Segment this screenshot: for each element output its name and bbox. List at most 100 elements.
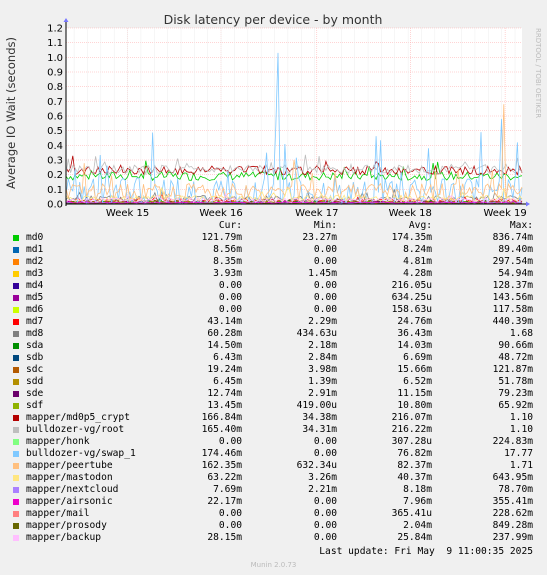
legend-min: 0.00 bbox=[313, 256, 337, 267]
legend-name: mapper/honk bbox=[26, 436, 90, 447]
legend-cur: 8.35m bbox=[213, 256, 242, 267]
legend-name: md5 bbox=[26, 292, 44, 303]
legend-name: md3 bbox=[26, 268, 44, 279]
legend-name: sde bbox=[26, 388, 44, 399]
legend-swatch bbox=[13, 247, 19, 253]
legend-max: 297.54m bbox=[492, 256, 533, 267]
legend-item: mapper/nextcloud 7.69m 2.21m 8.18m 78.70m bbox=[0, 484, 547, 496]
x-tick-label: Week 18 bbox=[389, 208, 432, 219]
legend-swatch bbox=[13, 259, 19, 265]
legend-item: bulldozer-vg/root 165.40m 34.31m 216.22m 1.1… bbox=[0, 424, 547, 436]
series-line-md0 bbox=[65, 160, 523, 182]
legend-name: mapper/nextcloud bbox=[26, 484, 119, 495]
legend-name: mapper/peertube bbox=[26, 460, 113, 471]
legend-avg: 10.80m bbox=[397, 400, 432, 411]
y-tick-label: 0.6 bbox=[47, 112, 63, 123]
legend-name: bulldozer-vg/root bbox=[26, 424, 125, 435]
legend-cur: 0.00 bbox=[218, 292, 242, 303]
legend-max: 65.92m bbox=[498, 400, 533, 411]
legend-min: 2.84m bbox=[308, 352, 337, 363]
legend-avg: 36.43m bbox=[397, 328, 432, 339]
legend-swatch bbox=[13, 331, 19, 337]
y-tick-label: 0.3 bbox=[47, 156, 63, 167]
legend-item: sde 12.74m 2.91m 11.15m 79.23m bbox=[0, 388, 547, 400]
y-tick-label: 1.1 bbox=[47, 38, 63, 49]
legend-item: sda 14.50m 2.18m 14.03m 90.66m bbox=[0, 340, 547, 352]
legend-avg: 6.52m bbox=[403, 376, 432, 387]
y-tick-label: 0.5 bbox=[47, 126, 63, 137]
legend-name: md8 bbox=[26, 328, 44, 339]
legend-cur: 6.43m bbox=[213, 352, 242, 363]
legend-name: mapper/md0p5_crypt bbox=[26, 412, 130, 423]
legend-swatch bbox=[13, 379, 19, 385]
legend-name: md6 bbox=[26, 304, 44, 315]
y-axis-label: Average IO Wait (seconds) bbox=[4, 37, 18, 189]
legend-name: md0 bbox=[26, 232, 44, 243]
legend-item: md0 121.79m 23.27m 174.35m 836.74m bbox=[0, 232, 547, 244]
legend-min: 3.98m bbox=[308, 364, 337, 375]
legend-name: md2 bbox=[26, 256, 44, 267]
legend-max: 355.41m bbox=[492, 496, 533, 507]
y-tick-label: 0.0 bbox=[47, 200, 63, 211]
y-tick-label: 0.7 bbox=[47, 97, 63, 108]
legend-min: 23.27m bbox=[302, 232, 337, 243]
legend-swatch bbox=[13, 463, 19, 469]
chart-title: Disk latency per device - by month bbox=[164, 12, 383, 27]
legend-max: 1.10 bbox=[509, 424, 533, 435]
legend-cur: 3.93m bbox=[213, 268, 242, 279]
legend-swatch bbox=[13, 355, 19, 361]
legend-cur: 8.56m bbox=[213, 244, 242, 255]
legend-avg: 307.28u bbox=[391, 436, 432, 447]
legend-min: 0.00 bbox=[313, 508, 337, 519]
series-line-bulldozer-vg-root bbox=[65, 154, 523, 176]
legend-swatch bbox=[13, 523, 19, 529]
legend-max: 48.72m bbox=[498, 352, 533, 363]
legend-name: mapper/backup bbox=[26, 532, 102, 543]
legend-swatch bbox=[13, 367, 19, 373]
legend-avg: 634.25u bbox=[391, 292, 432, 303]
series-line-mapper-peertube bbox=[65, 104, 523, 203]
legend-swatch bbox=[13, 403, 19, 409]
legend-min: 1.39m bbox=[308, 376, 337, 387]
legend-max: 143.56m bbox=[492, 292, 533, 303]
legend-max: 228.62m bbox=[492, 508, 533, 519]
legend-name: md4 bbox=[26, 280, 44, 291]
legend-cur: 14.50m bbox=[207, 340, 242, 351]
legend-item: md3 3.93m 1.45m 4.28m 54.94m bbox=[0, 268, 547, 280]
last-update: Last update: Fri May 9 11:00:35 2025 bbox=[319, 546, 533, 557]
legend-min: 0.00 bbox=[313, 292, 337, 303]
legend-max: 1.10 bbox=[509, 412, 533, 423]
legend-avg: 365.41u bbox=[391, 508, 432, 519]
legend-swatch bbox=[13, 295, 19, 301]
legend-swatch bbox=[13, 343, 19, 349]
legend-item: mapper/mail 0.00 0.00 365.41u 228.62m bbox=[0, 508, 547, 520]
legend-item: sdf 13.45m 419.00u 10.80m 65.92m bbox=[0, 400, 547, 412]
legend-item: md1 8.56m 0.00 8.24m 89.40m bbox=[0, 244, 547, 256]
legend-min: 2.91m bbox=[308, 388, 337, 399]
legend-avg: 174.35m bbox=[391, 232, 432, 243]
legend-avg: 24.76m bbox=[397, 316, 432, 327]
legend-cur: 174.46m bbox=[201, 448, 242, 459]
legend-swatch bbox=[13, 451, 19, 457]
legend-item: md4 0.00 0.00 216.05u 128.37m bbox=[0, 280, 547, 292]
legend-name: md7 bbox=[26, 316, 44, 327]
legend-swatch bbox=[13, 271, 19, 277]
legend-avg: 15.66m bbox=[397, 364, 432, 375]
legend-cur: 7.69m bbox=[213, 484, 242, 495]
legend-max: 90.66m bbox=[498, 340, 533, 351]
legend-cur: 63.22m bbox=[207, 472, 242, 483]
y-tick-label: 0.8 bbox=[47, 82, 63, 93]
legend-max: 1.71 bbox=[509, 460, 533, 471]
legend-name: sdc bbox=[26, 364, 44, 375]
legend-name: sdd bbox=[26, 376, 44, 387]
header-cur: Cur: bbox=[218, 220, 242, 231]
y-tick-label: 0.2 bbox=[47, 170, 63, 181]
y-tick-label: 0.4 bbox=[47, 141, 63, 152]
legend-swatch bbox=[13, 439, 19, 445]
legend-avg: 8.18m bbox=[403, 484, 432, 495]
legend-min: 434.63u bbox=[296, 328, 337, 339]
legend-min: 34.38m bbox=[302, 412, 337, 423]
legend-min: 0.00 bbox=[313, 520, 337, 531]
legend-cur: 12.74m bbox=[207, 388, 242, 399]
series-line-mapper-backup bbox=[65, 192, 523, 204]
